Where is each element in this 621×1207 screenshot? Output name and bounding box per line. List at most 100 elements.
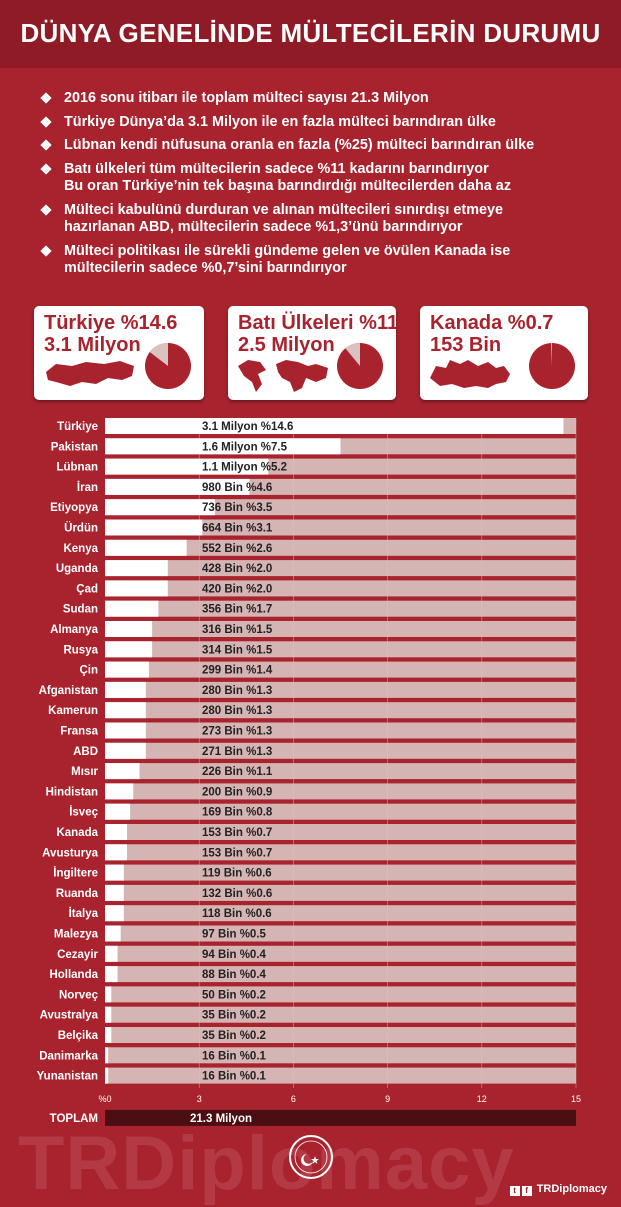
bar-track: [105, 499, 576, 516]
category-label: Malezya: [54, 929, 99, 941]
canada-map-icon: [430, 360, 510, 388]
bar: [105, 458, 269, 475]
bar: [105, 905, 124, 922]
twitter-icon[interactable]: t: [509, 1186, 520, 1196]
data-label: 16 Bin %0.1: [202, 1050, 267, 1062]
category-label: Etiyopya: [50, 502, 99, 514]
card-value: 153 Bin: [430, 334, 502, 356]
bullet-item: Mülteci politikası ile sürekli gündeme g…: [40, 243, 600, 278]
bullet-item: Batı ülkeleri tüm mültecilerin sadece %1…: [40, 161, 600, 196]
card-value: 3.1 Milyon: [44, 334, 141, 356]
data-label: 16 Bin %0.1: [202, 1071, 267, 1083]
bar: [105, 966, 118, 983]
bar-track: [105, 722, 576, 739]
bar-track: [105, 945, 576, 962]
bar-track: [105, 702, 576, 719]
bar: [105, 986, 112, 1003]
facebook-icon[interactable]: f: [521, 1186, 532, 1196]
bar-track: [105, 742, 576, 759]
data-label: 169 Bin %0.8: [202, 807, 273, 819]
data-label: 35 Bin %0.2: [202, 1030, 266, 1042]
bar-track: [105, 884, 576, 901]
category-label: Belçika: [58, 1030, 99, 1042]
share-pie: [145, 343, 191, 389]
data-label: 35 Bin %0.2: [202, 1010, 266, 1022]
data-label: 273 Bin %1.3: [202, 726, 272, 738]
bar-track: [105, 803, 576, 820]
category-label: Mısır: [71, 766, 98, 778]
category-label: Cezayir: [57, 949, 98, 961]
category-label: Çin: [79, 665, 98, 677]
card-label: Türkiye %14.6: [44, 312, 178, 334]
bullet-text: Mülteci politikası ile sürekli gündeme g…: [64, 242, 511, 259]
data-label: 428 Bin %2.0: [202, 563, 272, 575]
data-label: 153 Bin %0.7: [202, 847, 272, 859]
category-label: Avustralya: [40, 1010, 99, 1022]
bar-track: [105, 641, 576, 658]
x-tick-label: 6: [291, 1094, 296, 1104]
bullet-text: mültecilerin sadece %0,7’sini barındırıy…: [64, 260, 347, 276]
bar: [105, 539, 187, 556]
summary-card: Kanada %0.7 153 Bin: [420, 306, 588, 400]
data-label: 314 Bin %1.5: [202, 644, 273, 656]
bar: [105, 519, 203, 536]
bar: [105, 1027, 112, 1043]
bar-track: [105, 905, 576, 922]
bar: [105, 560, 168, 577]
data-label: 3.1 Milyon %14.6: [202, 421, 293, 433]
category-label: İtalya: [69, 907, 99, 920]
data-label: 299 Bin %1.4: [202, 665, 273, 677]
bullet-text: Lübnan kendi nüfusuna oranla en fazla (%…: [64, 137, 535, 153]
footer-handle[interactable]: TRDiplomacy: [536, 1183, 607, 1195]
bar: [105, 600, 159, 617]
category-label: Sudan: [63, 604, 98, 616]
x-tick-label: 3: [197, 1094, 202, 1104]
bar-track: [105, 864, 576, 881]
category-label: Afganistan: [39, 685, 98, 697]
bar: [105, 580, 168, 597]
category-label: Norveç: [59, 989, 99, 1001]
total-bar: [105, 1109, 576, 1126]
bar: [105, 438, 341, 455]
share-pie: [529, 343, 575, 389]
share-pie: [337, 343, 383, 389]
data-label: 1.6 Milyon %7.5: [202, 441, 288, 453]
category-label: Kanada: [56, 827, 98, 839]
category-label: Almanya: [50, 624, 99, 636]
data-label: 271 Bin %1.3: [202, 746, 272, 758]
category-label: ABD: [73, 746, 98, 758]
data-label: 132 Bin %0.6: [202, 888, 272, 900]
card-label: Batı Ülkeleri %11: [238, 312, 396, 334]
bar: [105, 1067, 109, 1084]
bar: [105, 864, 124, 881]
category-label: Pakistan: [51, 441, 98, 453]
bar-track: [105, 783, 576, 800]
bar-track: [105, 1006, 576, 1023]
bar-track: [105, 966, 576, 983]
data-label: 153 Bin %0.7: [202, 827, 272, 839]
page-title: DÜNYA GENELİNDE MÜLTECİLERİN DURUMU: [20, 18, 601, 48]
bullet-text: Türkiye Dünya’da 3.1 Milyon ile en fazla…: [64, 113, 496, 130]
pie-share-slice: [345, 343, 360, 366]
category-label: İran: [77, 481, 98, 494]
bar: [105, 681, 146, 698]
bar: [105, 1006, 112, 1023]
refugee-bar-chart: Türkiye 3.1 Milyon %14.6 Pakistan 1.6 Milyo…: [37, 418, 581, 1126]
data-label: 980 Bin %4.6: [202, 482, 272, 494]
world-map-icon: [238, 360, 328, 392]
x-tick-label: 15: [571, 1094, 581, 1104]
bar-track: [105, 844, 576, 861]
bar-track: [105, 580, 576, 597]
category-label: Ürdün: [64, 522, 98, 535]
pie-share-slice: [149, 343, 168, 366]
bar: [105, 661, 149, 678]
category-label: İngiltere: [53, 867, 98, 880]
data-label: 1.1 Milyon %5.2: [202, 462, 287, 474]
x-tick-label: 12: [477, 1094, 487, 1104]
bullet-text: Batı ülkeleri tüm mültecilerin sadece %1…: [64, 160, 489, 177]
bar: [105, 499, 215, 516]
bullet-item: 2016 sonu itibarı ile toplam mülteci say…: [40, 90, 600, 108]
bar: [105, 702, 146, 719]
bar-track: [105, 681, 576, 698]
